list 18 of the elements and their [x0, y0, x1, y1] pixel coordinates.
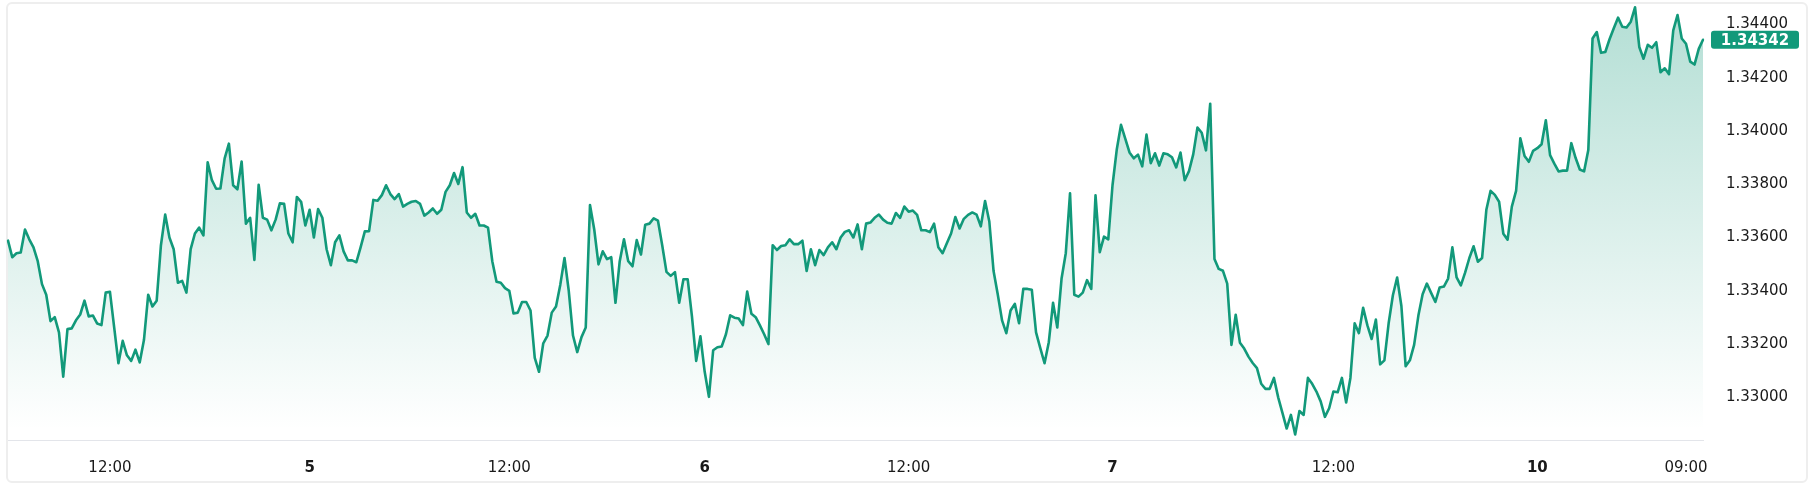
text: 1.34342	[1720, 30, 1790, 49]
x-tick-label: 10	[1526, 457, 1548, 476]
y-tick-label: 1.34200	[1726, 67, 1789, 86]
x-tick-label: 5	[304, 457, 315, 476]
y-tick-label: 1.34000	[1726, 120, 1789, 139]
x-tick-label: 12:00	[487, 457, 531, 476]
y-tick-label: 1.33000	[1726, 387, 1789, 406]
y-tick-label: 1.33400	[1726, 280, 1789, 299]
x-tick-label: 12:00	[88, 457, 132, 476]
x-tick-label: 09:00	[1664, 457, 1708, 476]
x-tick-label: 12:00	[886, 457, 931, 476]
x-tick-label: 7	[1107, 457, 1118, 476]
y-tick-label: 1.33600	[1726, 227, 1789, 246]
x-tick-label: 6	[699, 457, 710, 476]
x-tick-label: 12:00	[1311, 457, 1356, 476]
y-tick-label: 1.33200	[1726, 333, 1789, 352]
y-tick-label: 1.33800	[1726, 174, 1789, 193]
y-tick-label: 1.34400	[1726, 14, 1789, 33]
